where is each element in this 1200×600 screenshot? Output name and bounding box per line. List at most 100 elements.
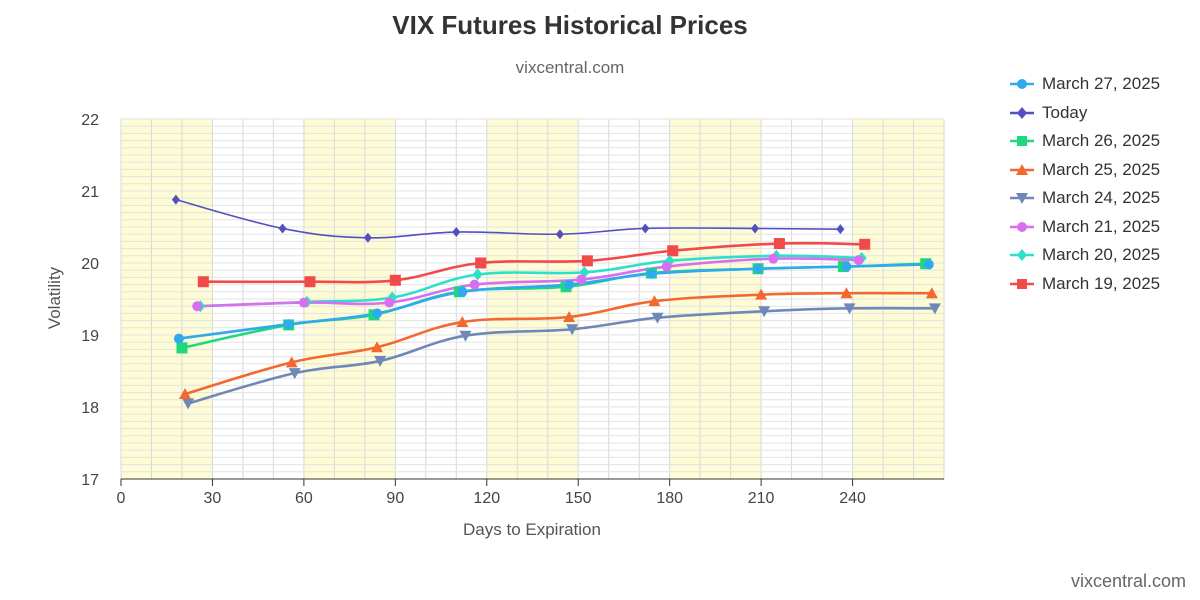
data-point <box>192 301 203 312</box>
data-point <box>755 288 768 300</box>
series-markers-group <box>179 287 938 400</box>
series-markers-group <box>171 194 845 243</box>
data-point <box>469 279 480 290</box>
legend-marker <box>1017 249 1027 262</box>
legend-label: March 19, 2025 <box>1042 273 1161 293</box>
x-tick-label: 210 <box>748 490 775 507</box>
legend-label: Today <box>1042 102 1088 122</box>
data-point <box>563 311 576 322</box>
legend-item[interactable]: March 24, 2025 <box>1010 184 1160 213</box>
chart-legend: March 27, 2025 Today March 26, 2025 March 2… <box>1010 70 1160 298</box>
data-point <box>753 263 764 274</box>
data-point <box>773 238 785 250</box>
data-point <box>278 223 287 234</box>
data-point <box>285 356 298 368</box>
legend-symbol <box>1010 249 1034 262</box>
data-point <box>836 224 845 235</box>
legend-symbol <box>1010 79 1034 90</box>
chart-title: VIX Futures Historical Prices <box>392 10 748 40</box>
series-markers-group <box>197 238 871 288</box>
y-tick-label: 18 <box>81 400 99 417</box>
data-point <box>843 303 856 315</box>
data-point <box>841 261 852 272</box>
grid <box>120 118 945 480</box>
legend-symbol <box>1010 221 1034 232</box>
x-tick-label: 0 <box>117 490 126 507</box>
legend-item[interactable]: March 27, 2025 <box>1010 70 1160 99</box>
series-line <box>175 198 841 239</box>
data-point <box>751 223 760 234</box>
line-chart: 0 30 60 90 120 150 180 210 240 17 18 19 20 21 22 Days … <box>45 112 945 539</box>
legend-marker <box>1017 79 1027 90</box>
data-point <box>646 268 657 279</box>
x-tick-label: 120 <box>473 490 500 507</box>
data-point <box>283 319 294 330</box>
data-point <box>374 355 387 367</box>
y-tick-label: 20 <box>81 256 99 273</box>
series-markers <box>171 194 941 410</box>
data-point <box>176 342 188 354</box>
legend-marker <box>1017 221 1027 232</box>
data-point <box>173 333 184 344</box>
data-point <box>853 255 864 266</box>
data-point <box>472 268 483 281</box>
data-point <box>288 368 301 380</box>
data-point <box>768 253 779 264</box>
data-point <box>661 261 672 272</box>
y-tick-label: 19 <box>81 328 99 345</box>
y-tick-label: 22 <box>81 112 99 129</box>
data-point <box>859 238 871 250</box>
data-point <box>182 398 195 410</box>
series-markers-group <box>182 303 941 410</box>
legend-label: March 20, 2025 <box>1042 245 1161 265</box>
legend-marker <box>1017 136 1027 147</box>
data-point <box>840 287 853 299</box>
data-point <box>456 316 469 328</box>
data-point <box>576 274 587 285</box>
data-point <box>641 223 650 234</box>
legend-item[interactable]: March 26, 2025 <box>1010 127 1160 156</box>
data-point <box>372 308 383 319</box>
data-point <box>363 232 372 243</box>
data-point <box>925 287 938 299</box>
x-tick-label: 180 <box>656 490 683 507</box>
x-tick-label: 60 <box>295 490 313 507</box>
legend-symbol <box>1010 106 1034 119</box>
legend-item[interactable]: Today <box>1010 99 1160 128</box>
data-point <box>667 245 679 257</box>
legend-item[interactable]: March 19, 2025 <box>1010 270 1160 299</box>
data-point <box>475 257 487 269</box>
y-tick-label: 21 <box>81 184 99 201</box>
legend-item[interactable]: March 25, 2025 <box>1010 156 1160 185</box>
legend-marker <box>1017 278 1027 289</box>
data-point <box>389 274 401 286</box>
series-markers-group <box>192 253 864 312</box>
legend-label: March 21, 2025 <box>1042 216 1161 236</box>
legend-item[interactable]: March 20, 2025 <box>1010 241 1160 270</box>
legend-label: March 26, 2025 <box>1042 131 1161 151</box>
axes: 0 30 60 90 120 150 180 210 240 17 18 19 20 21 22 <box>81 112 944 507</box>
legend-marker <box>1017 106 1027 119</box>
x-tick-label: 150 <box>565 490 592 507</box>
data-point <box>923 259 934 270</box>
watermark: vixcentral.com <box>1070 571 1186 591</box>
data-point <box>581 255 593 267</box>
x-tick-label: 30 <box>204 490 222 507</box>
y-axis-label: Volatility <box>45 266 64 329</box>
legend-marker <box>1016 163 1028 175</box>
x-tick-label: 240 <box>839 490 866 507</box>
chart-subtitle: vixcentral.com <box>515 58 625 77</box>
legend-item[interactable]: March 21, 2025 <box>1010 213 1160 242</box>
x-axis-label: Days to Expiration <box>463 520 601 539</box>
legend-symbol <box>1010 163 1034 175</box>
legend-symbol <box>1010 193 1034 205</box>
data-point <box>648 295 661 307</box>
legend-marker <box>1016 193 1028 205</box>
legend-symbol <box>1010 278 1034 289</box>
legend-symbol <box>1010 136 1034 147</box>
x-tick-label: 90 <box>386 490 404 507</box>
data-point <box>384 297 395 308</box>
data-point <box>298 297 309 308</box>
data-point <box>371 341 384 353</box>
data-point <box>758 306 771 318</box>
